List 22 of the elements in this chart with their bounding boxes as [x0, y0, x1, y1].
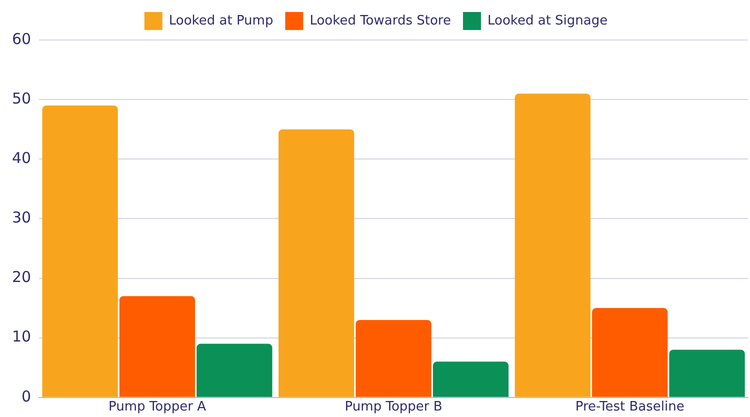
x-tick-label: Pre-Test Baseline [575, 400, 684, 415]
y-tick-label: 10 [12, 328, 32, 346]
bar [592, 308, 668, 397]
bar [278, 129, 354, 397]
y-tick-label: 50 [12, 89, 32, 108]
y-tick-label: 0 [22, 387, 32, 406]
x-tick-label: Pump Topper B [344, 400, 442, 415]
y-tick-label: 60 [12, 30, 32, 48]
legend-label: Looked Towards Store [310, 13, 451, 28]
y-tick-label: 30 [12, 208, 32, 227]
y-tick-label: 40 [12, 149, 32, 168]
bar [514, 94, 590, 397]
bar [196, 344, 272, 397]
x-tick-label: Pump Topper A [108, 400, 206, 415]
bar [432, 362, 509, 397]
bar [356, 320, 432, 397]
legend-label: Looked at Signage [487, 13, 608, 28]
bar [119, 296, 196, 397]
y-tick-label: 20 [12, 268, 32, 286]
legend-label: Looked at Pump [168, 13, 274, 28]
bar [42, 106, 118, 397]
bar [669, 350, 745, 397]
